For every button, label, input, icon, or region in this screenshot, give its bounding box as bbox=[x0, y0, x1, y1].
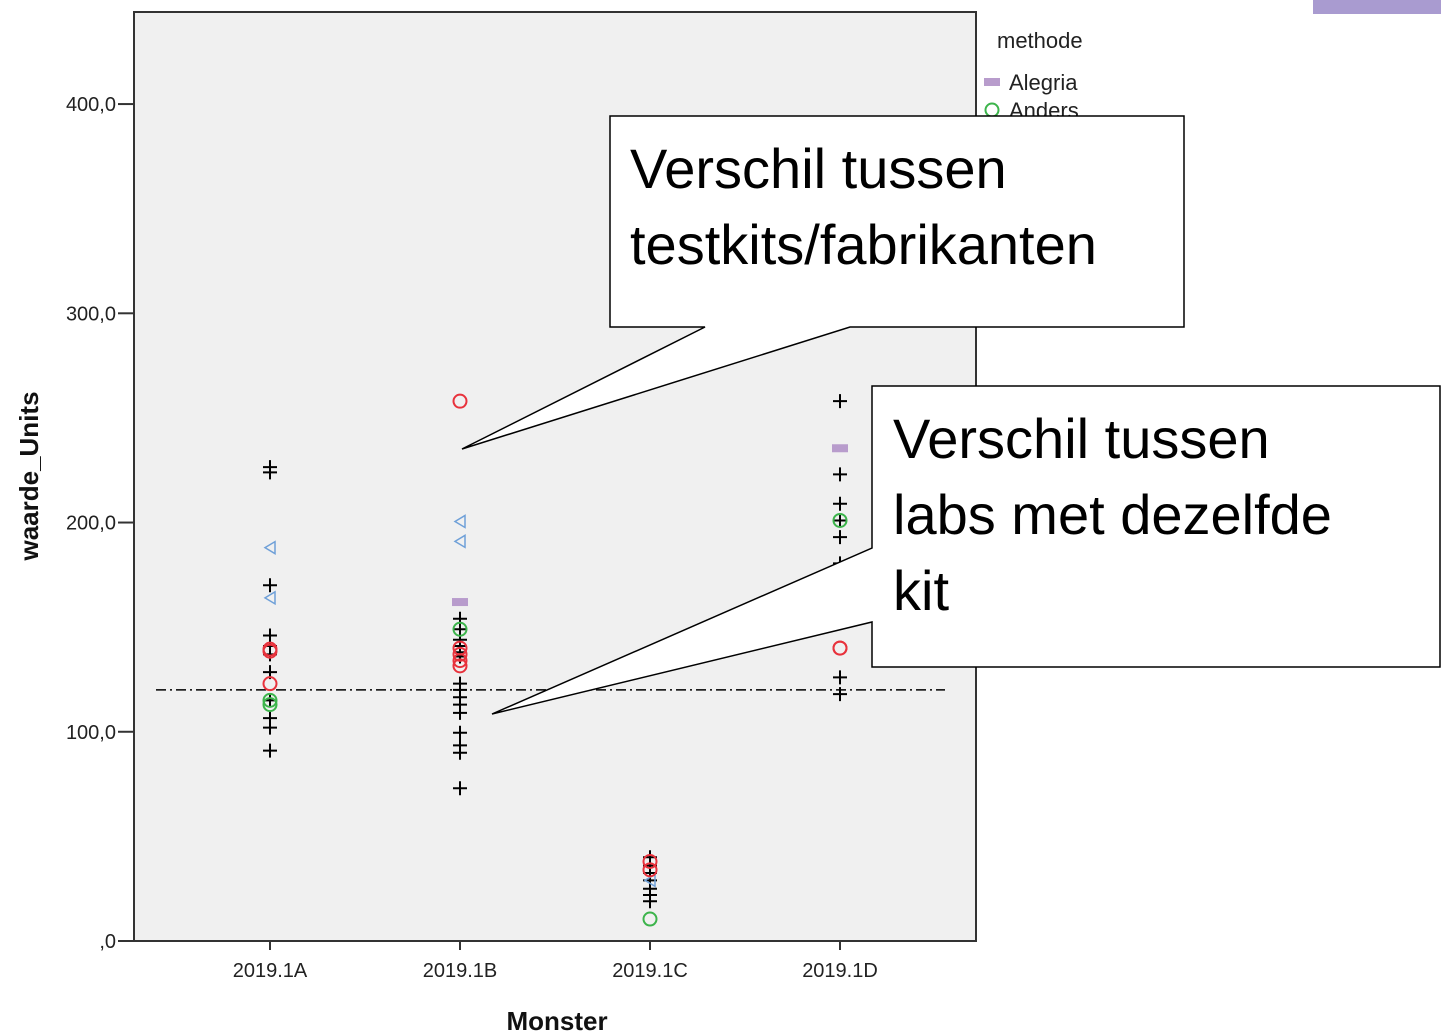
point bbox=[453, 781, 467, 796]
y-tick-label: ,0 bbox=[99, 931, 116, 953]
y-tick-label: 300,0 bbox=[66, 303, 116, 325]
point bbox=[832, 444, 848, 453]
x-tick-label: 2019.1D bbox=[802, 960, 878, 982]
point bbox=[452, 658, 468, 674]
x-tick-label: 2019.1A bbox=[233, 960, 308, 982]
point bbox=[642, 911, 658, 927]
point bbox=[262, 697, 278, 713]
point bbox=[643, 894, 657, 909]
decoration bbox=[1313, 0, 1441, 14]
point bbox=[262, 676, 278, 692]
point bbox=[452, 646, 468, 662]
point bbox=[833, 530, 847, 545]
point bbox=[453, 534, 466, 549]
legend-marker bbox=[984, 78, 1000, 86]
point bbox=[452, 393, 468, 409]
y-tick-label: 400,0 bbox=[66, 94, 116, 116]
x-tick-label: 2019.1B bbox=[423, 960, 498, 982]
point bbox=[832, 640, 848, 656]
point bbox=[833, 496, 847, 511]
point bbox=[642, 862, 658, 878]
legend-marker bbox=[984, 102, 1000, 118]
point bbox=[452, 598, 468, 607]
point bbox=[833, 687, 847, 702]
legend-label: Alegria bbox=[1009, 70, 1078, 95]
point bbox=[263, 743, 277, 758]
point bbox=[263, 578, 277, 593]
x-tick-label: 2019.1C bbox=[612, 960, 688, 982]
callout-text: testkits/fabrikanten bbox=[630, 213, 1097, 276]
point bbox=[453, 514, 466, 529]
callout-text: Verschil tussen bbox=[630, 137, 1007, 200]
point bbox=[833, 467, 847, 482]
point bbox=[452, 621, 468, 637]
point bbox=[833, 394, 847, 409]
y-tick-label: 200,0 bbox=[66, 513, 116, 535]
callout-box bbox=[491, 385, 1441, 715]
point bbox=[262, 692, 278, 708]
point bbox=[263, 540, 276, 555]
point bbox=[832, 512, 848, 528]
point bbox=[453, 705, 467, 720]
callout-text: kit bbox=[893, 559, 949, 622]
point bbox=[262, 643, 278, 659]
y-tick-label: 100,0 bbox=[66, 722, 116, 744]
y-axis-title: waarde_Units bbox=[14, 391, 44, 561]
point bbox=[642, 853, 658, 869]
point bbox=[453, 725, 467, 740]
point bbox=[263, 590, 276, 606]
callout-box bbox=[461, 115, 1185, 450]
point bbox=[263, 465, 277, 480]
point bbox=[452, 653, 468, 669]
point bbox=[263, 720, 277, 735]
callout-text: labs met dezelfde bbox=[893, 483, 1332, 546]
legend-title: methode bbox=[997, 28, 1083, 53]
x-axis-title: Monster bbox=[506, 1006, 607, 1033]
point bbox=[833, 670, 847, 685]
callout-text: Verschil tussen bbox=[893, 407, 1270, 470]
point bbox=[453, 745, 467, 760]
point bbox=[833, 513, 847, 528]
